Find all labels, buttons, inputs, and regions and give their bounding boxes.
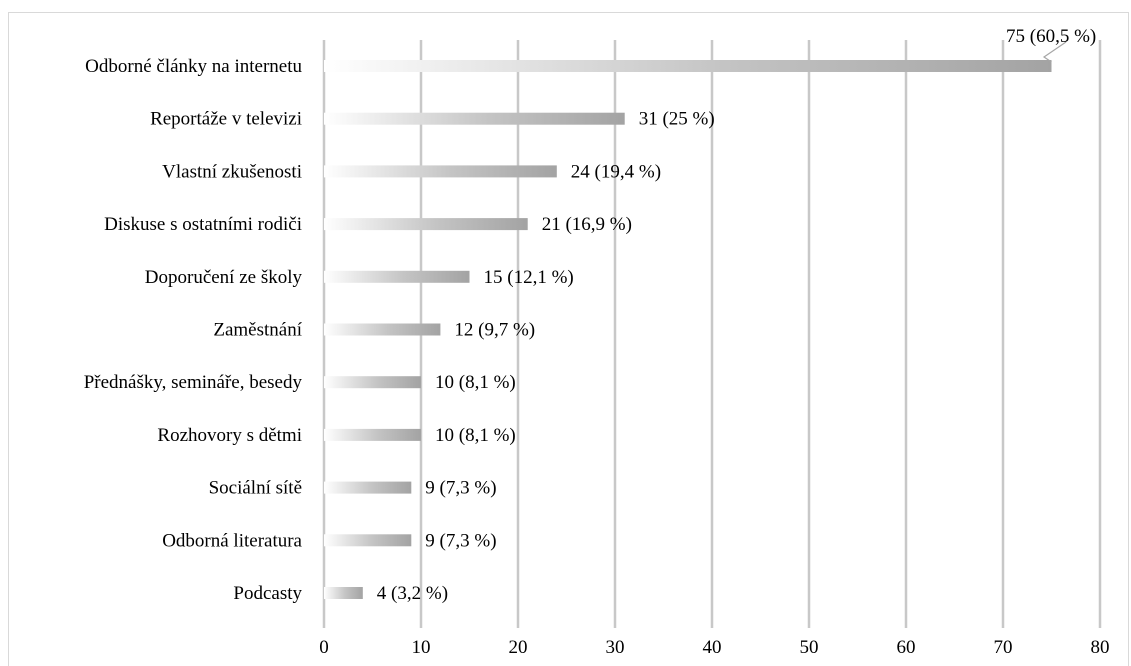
data-label: 9 (7,3 %) bbox=[425, 530, 496, 551]
category-label: Odborná literatura bbox=[162, 530, 302, 551]
category-label: Odborné články na internetu bbox=[85, 56, 302, 77]
data-label: 4 (3,2 %) bbox=[377, 583, 448, 604]
category-label: Sociální sítě bbox=[209, 478, 302, 499]
category-label: Vlastní zkušenosti bbox=[162, 161, 302, 182]
data-label: 10 (8,1 %) bbox=[435, 425, 516, 446]
x-tick-label: 80 bbox=[1091, 637, 1110, 658]
bar bbox=[324, 112, 625, 125]
chart-frame bbox=[8, 12, 1129, 666]
category-label: Reportáže v televizi bbox=[150, 109, 302, 130]
data-label: 12 (9,7 %) bbox=[454, 320, 535, 341]
x-tick-label: 60 bbox=[897, 637, 916, 658]
x-tick-label: 20 bbox=[509, 637, 528, 658]
bar bbox=[324, 534, 412, 547]
labels: 0 10 20 30 40 50 60 70 80 Odborné články na inter… bbox=[84, 26, 1110, 658]
x-tick-label: 10 bbox=[412, 637, 431, 658]
category-label: Podcasty bbox=[233, 583, 302, 604]
data-label: 31 (25 %) bbox=[639, 109, 715, 130]
bar bbox=[324, 376, 421, 389]
data-label: 10 (8,1 %) bbox=[435, 372, 516, 393]
category-label: Diskuse s ostatními rodiči bbox=[104, 214, 302, 235]
bar bbox=[324, 218, 528, 231]
x-tick-label: 0 bbox=[319, 637, 329, 658]
category-label: Zaměstnání bbox=[213, 320, 302, 341]
x-tick-label: 40 bbox=[703, 637, 722, 658]
data-label: 9 (7,3 %) bbox=[425, 478, 496, 499]
bar bbox=[324, 323, 441, 336]
bar bbox=[324, 270, 470, 283]
data-label: 21 (16,9 %) bbox=[542, 214, 632, 235]
bar bbox=[324, 481, 412, 494]
gridlines bbox=[322, 40, 1102, 628]
x-tick-label: 50 bbox=[800, 637, 819, 658]
category-label: Doporučení ze školy bbox=[145, 267, 303, 288]
category-label: Přednášky, semináře, besedy bbox=[84, 372, 303, 393]
data-label: 75 (60,5 %) bbox=[1006, 26, 1096, 47]
data-label: 24 (19,4 %) bbox=[571, 161, 661, 182]
bar bbox=[324, 428, 421, 441]
bar bbox=[324, 587, 363, 599]
bar bbox=[324, 60, 1052, 72]
data-label: 15 (12,1 %) bbox=[484, 267, 574, 288]
category-label: Rozhovory s dětmi bbox=[157, 425, 302, 446]
bars bbox=[324, 60, 1052, 599]
leader-line bbox=[1042, 41, 1067, 63]
bar bbox=[324, 165, 557, 178]
x-tick-label: 30 bbox=[606, 637, 625, 658]
x-tick-label: 70 bbox=[994, 637, 1013, 658]
